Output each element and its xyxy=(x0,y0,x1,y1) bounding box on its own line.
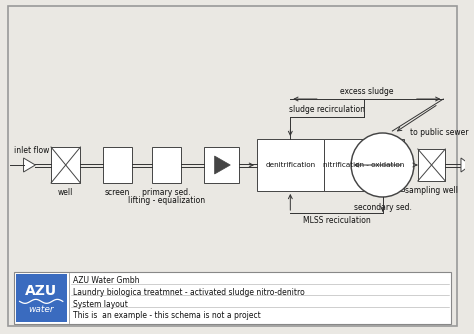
Text: Laundry biologica treatmnet - activated sludge nitro-denitro: Laundry biologica treatmnet - activated … xyxy=(73,288,304,297)
Text: screen: screen xyxy=(105,188,130,197)
Circle shape xyxy=(351,133,414,197)
Polygon shape xyxy=(24,158,35,172)
Bar xyxy=(152,147,182,183)
Text: sludge recirculation: sludge recirculation xyxy=(289,105,365,114)
Text: lifting - equalization: lifting - equalization xyxy=(128,196,205,205)
Text: denitrification: denitrification xyxy=(265,162,315,168)
Text: sampling well: sampling well xyxy=(405,186,458,195)
Text: AZU: AZU xyxy=(25,284,57,298)
Text: to public sewer: to public sewer xyxy=(410,128,469,137)
Bar xyxy=(51,147,81,183)
Text: MLSS reciculation: MLSS reciculation xyxy=(302,216,370,225)
Text: System layout: System layout xyxy=(73,300,128,309)
Text: well: well xyxy=(58,188,73,197)
Bar xyxy=(204,147,239,183)
Bar xyxy=(16,274,67,322)
Text: water: water xyxy=(28,306,54,315)
Text: inlet flow: inlet flow xyxy=(14,146,49,155)
Bar xyxy=(103,147,132,183)
Bar xyxy=(324,139,404,191)
Bar xyxy=(14,272,451,324)
Text: excess sludge: excess sludge xyxy=(340,87,393,96)
Polygon shape xyxy=(215,156,230,174)
Text: primary sed.: primary sed. xyxy=(143,188,191,197)
Text: secondary sed.: secondary sed. xyxy=(354,203,411,212)
Bar xyxy=(418,149,445,181)
Text: nitrification - oxidation: nitrification - oxidation xyxy=(323,162,404,168)
Text: AZU Water Gmbh: AZU Water Gmbh xyxy=(73,277,139,286)
Bar xyxy=(257,139,324,191)
Polygon shape xyxy=(461,158,471,172)
Text: This is  an example - this schema is not a project: This is an example - this schema is not … xyxy=(73,311,260,320)
